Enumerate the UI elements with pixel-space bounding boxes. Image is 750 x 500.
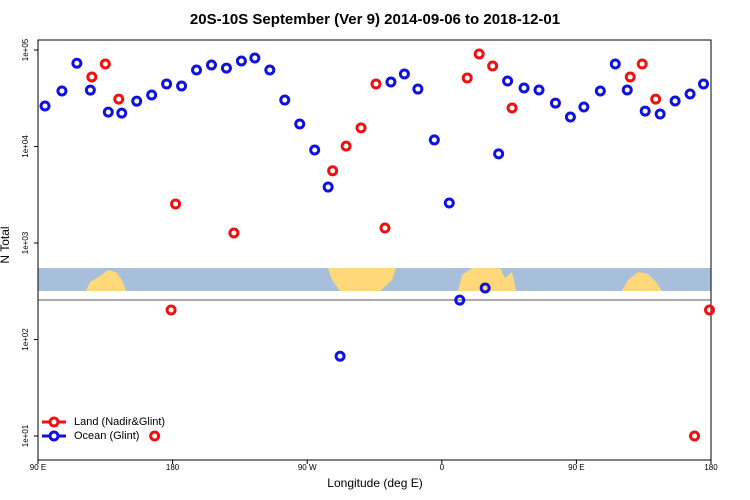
x-tick-label: 180 xyxy=(166,463,180,472)
point xyxy=(621,84,633,96)
point xyxy=(549,97,561,109)
point xyxy=(493,148,505,160)
x-tick-label: 90 E xyxy=(568,463,584,472)
y-tick-label: 1e+05 xyxy=(21,38,30,61)
point xyxy=(624,71,636,83)
chart-title: 20S-10S September (Ver 9) 2014-09-06 to … xyxy=(190,11,560,28)
point xyxy=(264,64,276,76)
point xyxy=(165,304,177,316)
point xyxy=(131,95,143,107)
point xyxy=(412,83,424,95)
point xyxy=(235,55,247,67)
point xyxy=(334,350,346,362)
point xyxy=(84,84,96,96)
point xyxy=(71,57,83,69)
point xyxy=(473,48,485,60)
y-tick-label: 1e+02 xyxy=(21,328,30,351)
y-tick-label: 1e+01 xyxy=(21,424,30,447)
point xyxy=(370,78,382,90)
legend-marker xyxy=(48,430,60,442)
point xyxy=(161,78,173,90)
point xyxy=(176,80,188,92)
point xyxy=(294,118,306,130)
x-axis-label: Longitude (deg E) xyxy=(327,476,422,490)
point xyxy=(650,93,662,105)
point xyxy=(564,111,576,123)
x-tick-label: 90 E xyxy=(30,463,46,472)
x-tick-label: 180 xyxy=(704,463,718,472)
point xyxy=(228,227,240,239)
point xyxy=(594,85,606,97)
point xyxy=(639,105,651,117)
point xyxy=(205,59,217,71)
point xyxy=(669,95,681,107)
point xyxy=(461,72,473,84)
legend-label: Ocean (Glint) xyxy=(74,430,139,442)
point xyxy=(385,76,397,88)
point xyxy=(116,107,128,119)
point xyxy=(704,304,716,316)
point xyxy=(428,134,440,146)
point xyxy=(487,60,499,72)
y-tick-label: 1e+03 xyxy=(21,231,30,254)
point xyxy=(249,52,261,64)
point xyxy=(398,68,410,80)
point xyxy=(698,78,710,90)
point xyxy=(443,197,455,209)
point xyxy=(170,198,182,210)
legend-marker xyxy=(48,416,60,428)
point xyxy=(99,58,111,70)
point xyxy=(533,84,545,96)
point xyxy=(454,294,466,306)
point xyxy=(578,101,590,113)
point xyxy=(149,430,161,442)
point xyxy=(684,88,696,100)
point xyxy=(113,93,125,105)
point xyxy=(102,106,114,118)
point xyxy=(86,71,98,83)
point xyxy=(322,181,334,193)
point xyxy=(39,100,51,112)
point xyxy=(279,94,291,106)
point xyxy=(56,85,68,97)
point xyxy=(502,75,514,87)
y-axis-label: N Total xyxy=(0,226,12,263)
point xyxy=(340,140,352,152)
point xyxy=(220,62,232,74)
point xyxy=(479,282,491,294)
point xyxy=(654,108,666,120)
legend-label: Land (Nadir&Glint) xyxy=(74,416,165,428)
point xyxy=(327,165,339,177)
x-tick-label: 90 W xyxy=(298,463,317,472)
point xyxy=(379,222,391,234)
point xyxy=(518,82,530,94)
point xyxy=(689,430,701,442)
y-tick-label: 1e+04 xyxy=(21,135,30,158)
point xyxy=(191,64,203,76)
point xyxy=(609,58,621,70)
x-tick-label: 0 xyxy=(440,463,445,472)
point xyxy=(506,102,518,114)
point xyxy=(355,122,367,134)
plot-frame xyxy=(37,39,712,461)
point xyxy=(309,144,321,156)
map-strip xyxy=(38,268,711,291)
point xyxy=(146,89,158,101)
point xyxy=(636,58,648,70)
